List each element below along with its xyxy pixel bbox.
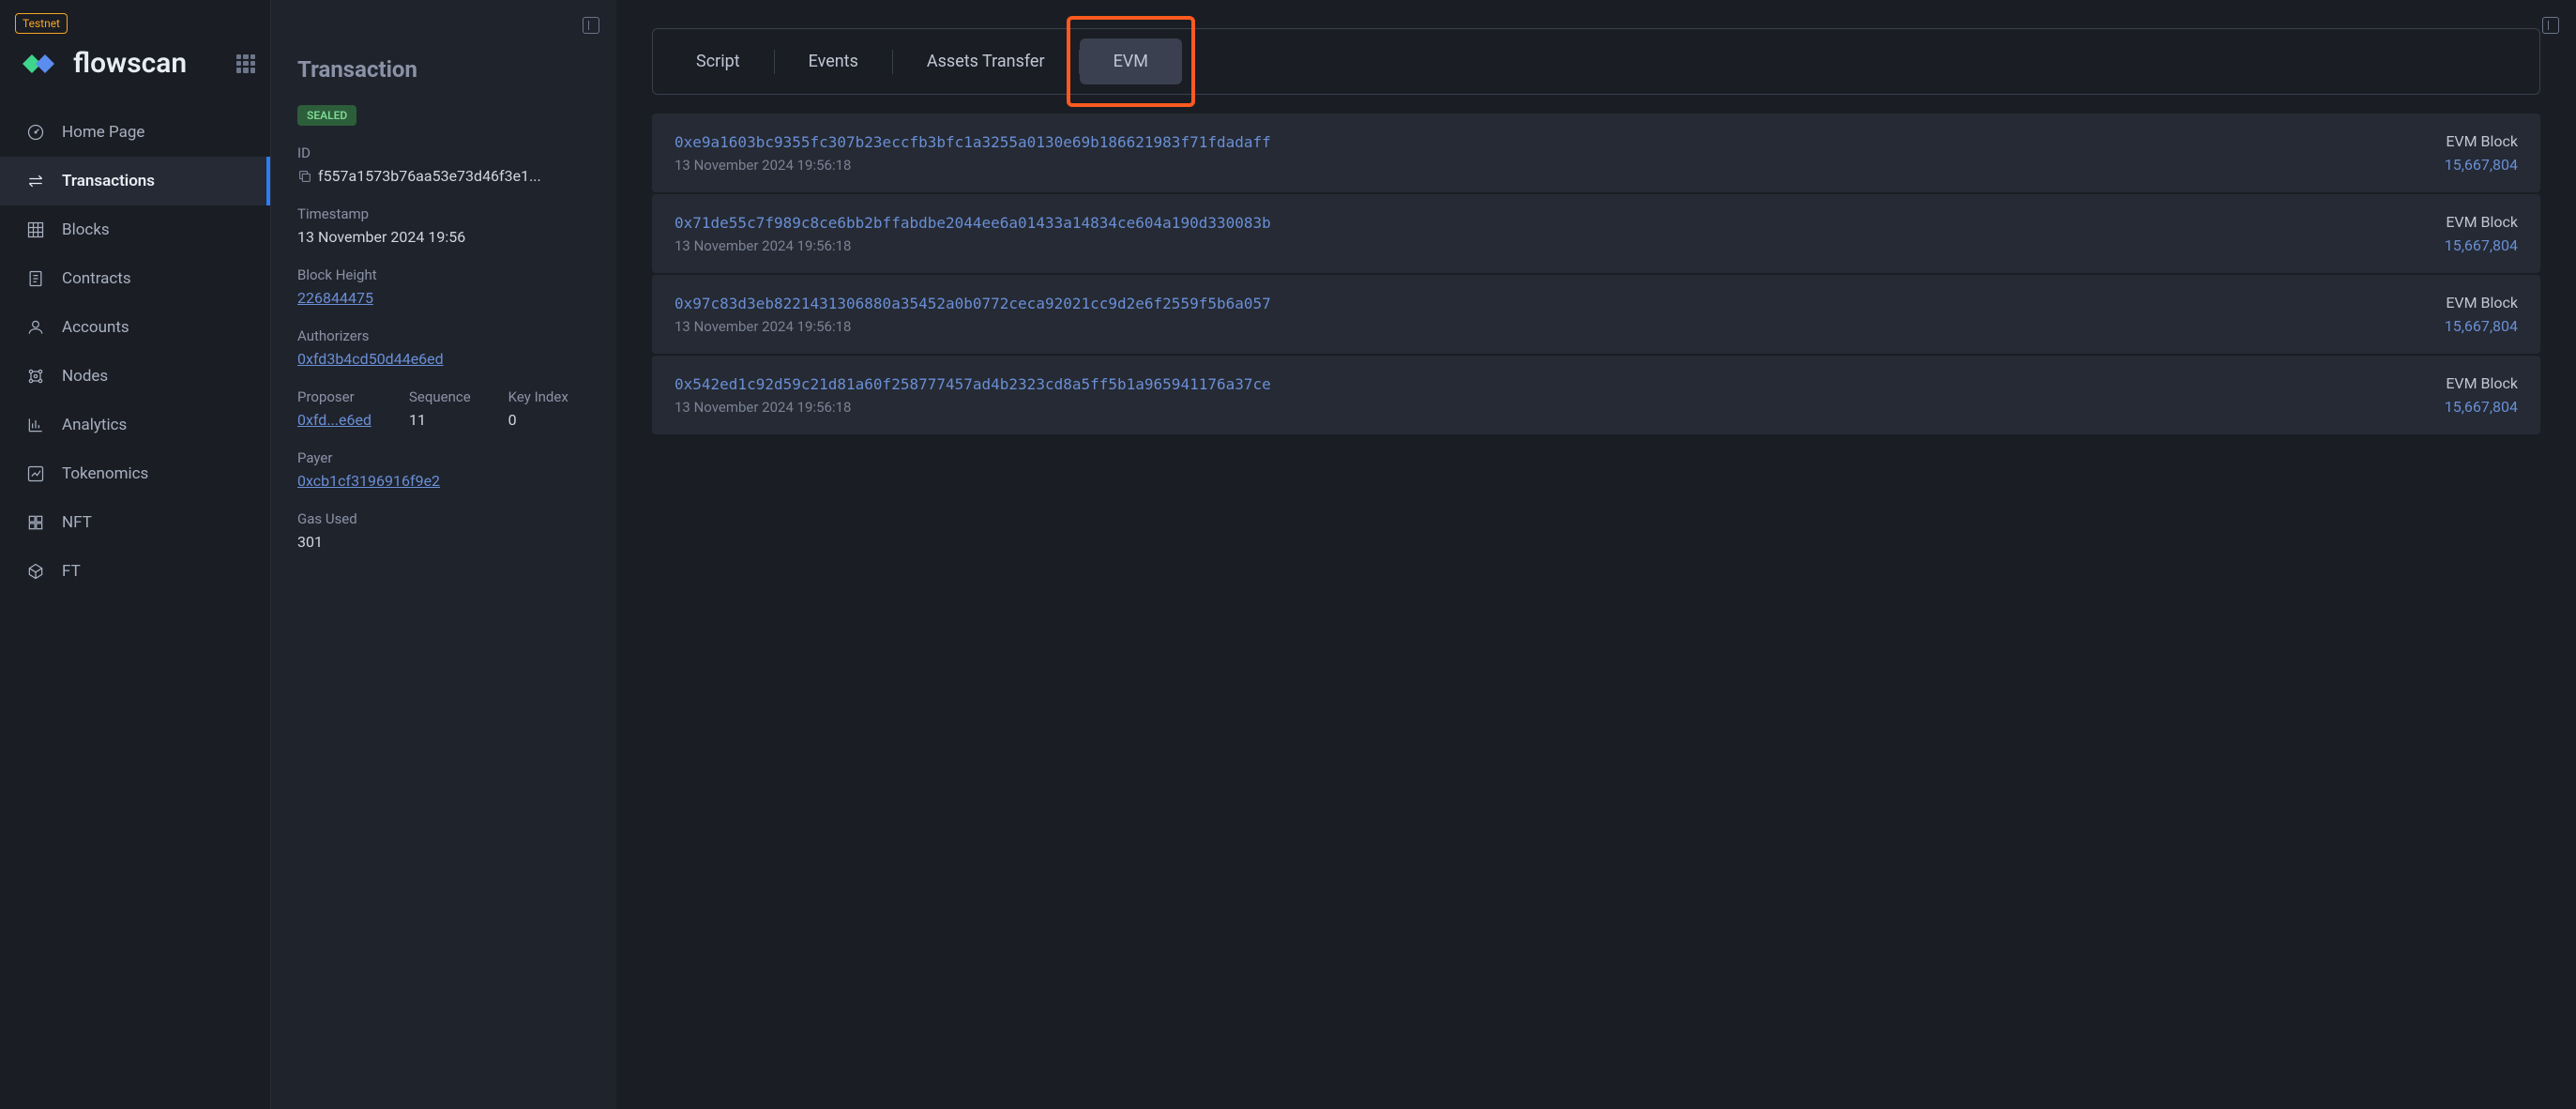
sidebar-item-blocks[interactable]: Blocks	[0, 205, 270, 254]
tx-time: 13 November 2024 19:56:18	[674, 157, 1271, 174]
sidebar-item-label: Transactions	[62, 172, 155, 190]
tab-script[interactable]: Script	[662, 38, 774, 84]
tx-block-link[interactable]: 15,667,804	[2445, 398, 2518, 416]
sidebar-item-nft[interactable]: NFT	[0, 498, 270, 547]
tx-list: 0xe9a1603bc9355fc307b23eccfb3bfc1a3255a0…	[652, 114, 2540, 434]
sidebar-item-nodes[interactable]: Nodes	[0, 352, 270, 401]
sidebar-item-contracts[interactable]: Contracts	[0, 254, 270, 303]
key-index-label: Key Index	[508, 388, 568, 405]
main-content: Script Events Assets Transfer EVM 0xe9a1…	[616, 0, 2576, 1109]
sidebar-item-analytics[interactable]: Analytics	[0, 401, 270, 449]
nodes-icon	[26, 367, 45, 386]
key-index-value: 0	[508, 411, 568, 429]
block-height-label: Block Height	[297, 266, 590, 283]
sidebar-item-label: Accounts	[62, 318, 129, 337]
sequence-value: 11	[409, 411, 471, 429]
field-timestamp: Timestamp 13 November 2024 19:56	[297, 205, 590, 246]
id-label: ID	[297, 144, 590, 161]
field-id: ID f557a1573b76aa53e73d46f3e1...	[297, 144, 590, 185]
sidebar-item-accounts[interactable]: Accounts	[0, 303, 270, 352]
payer-link[interactable]: 0xcb1cf3196916f9e2	[297, 472, 440, 490]
tx-row[interactable]: 0x71de55c7f989c8ce6bb2bffabdbe2044ee6a01…	[652, 194, 2540, 273]
sequence-label: Sequence	[409, 388, 471, 405]
panel-title: Transaction	[297, 56, 590, 83]
tx-block-label: EVM Block	[2446, 294, 2518, 311]
tx-hash-link[interactable]: 0x542ed1c92d59c21d81a60f258777457ad4b232…	[674, 375, 1271, 393]
network-badge: Testnet	[15, 13, 68, 34]
tab-evm[interactable]: EVM	[1080, 38, 1182, 84]
status-badge: SEALED	[297, 105, 356, 126]
tx-block-label: EVM Block	[2446, 132, 2518, 150]
gas-used-value: 301	[297, 533, 590, 551]
tx-time: 13 November 2024 19:56:18	[674, 237, 1271, 254]
tabs-container: Script Events Assets Transfer EVM	[652, 28, 2540, 95]
tx-block-label: EVM Block	[2446, 213, 2518, 231]
logo-icon	[15, 50, 62, 78]
field-authorizers: Authorizers 0xfd3b4cd50d44e6ed	[297, 327, 590, 368]
field-gas-used: Gas Used 301	[297, 510, 590, 551]
collapse-sidebar-icon[interactable]	[2542, 17, 2559, 34]
user-icon	[26, 318, 45, 337]
nav-list: Home Page Transactions Blocks Contracts …	[0, 108, 270, 596]
tx-block-link[interactable]: 15,667,804	[2445, 156, 2518, 174]
authorizers-link[interactable]: 0xfd3b4cd50d44e6ed	[297, 350, 444, 368]
tab-events[interactable]: Events	[775, 38, 892, 84]
tx-row[interactable]: 0x542ed1c92d59c21d81a60f258777457ad4b232…	[652, 356, 2540, 434]
authorizers-label: Authorizers	[297, 327, 590, 344]
proposer-link[interactable]: 0xfd...e6ed	[297, 411, 371, 429]
brand-logo[interactable]: flowscan	[15, 47, 187, 80]
id-value: f557a1573b76aa53e73d46f3e1...	[318, 167, 541, 185]
tx-hash-link[interactable]: 0x97c83d3eb8221431306880a35452a0b0772cec…	[674, 295, 1271, 312]
chart-icon	[26, 416, 45, 434]
sidebar: Testnet flowscan Home Page Transactions …	[0, 0, 271, 1109]
sidebar-item-tokenomics[interactable]: Tokenomics	[0, 449, 270, 498]
gas-used-label: Gas Used	[297, 510, 590, 527]
sidebar-item-label: Contracts	[62, 269, 131, 288]
sidebar-item-label: FT	[62, 562, 81, 581]
grid4-icon	[26, 513, 45, 532]
gauge-icon	[26, 123, 45, 142]
grid-icon	[26, 220, 45, 239]
sidebar-item-label: Nodes	[62, 367, 108, 386]
tx-time: 13 November 2024 19:56:18	[674, 399, 1271, 416]
sidebar-item-label: NFT	[62, 513, 92, 532]
block-height-link[interactable]: 226844475	[297, 289, 373, 307]
tx-block-label: EVM Block	[2446, 374, 2518, 392]
trend-icon	[26, 464, 45, 483]
sidebar-item-label: Tokenomics	[62, 464, 148, 483]
tx-row[interactable]: 0xe9a1603bc9355fc307b23eccfb3bfc1a3255a0…	[652, 114, 2540, 192]
sidebar-item-label: Analytics	[62, 416, 127, 434]
field-row-proposer: Proposer 0xfd...e6ed Sequence 11 Key Ind…	[297, 388, 590, 429]
sidebar-item-label: Home Page	[62, 123, 144, 142]
tx-time: 13 November 2024 19:56:18	[674, 318, 1271, 335]
cube-icon	[26, 562, 45, 581]
payer-label: Payer	[297, 449, 590, 466]
sidebar-item-ft[interactable]: FT	[0, 547, 270, 596]
collapse-panel-icon[interactable]	[583, 17, 599, 34]
timestamp-value: 13 November 2024 19:56	[297, 228, 590, 246]
copy-icon[interactable]	[297, 169, 312, 184]
sidebar-item-home[interactable]: Home Page	[0, 108, 270, 157]
tx-hash-link[interactable]: 0x71de55c7f989c8ce6bb2bffabdbe2044ee6a01…	[674, 214, 1271, 232]
proposer-label: Proposer	[297, 388, 371, 405]
tab-assets-transfer[interactable]: Assets Transfer	[893, 38, 1079, 84]
sidebar-item-label: Blocks	[62, 220, 110, 239]
apps-icon[interactable]	[236, 54, 255, 73]
tx-block-link[interactable]: 15,667,804	[2445, 317, 2518, 335]
tx-row[interactable]: 0x97c83d3eb8221431306880a35452a0b0772cec…	[652, 275, 2540, 354]
field-payer: Payer 0xcb1cf3196916f9e2	[297, 449, 590, 490]
tx-block-link[interactable]: 15,667,804	[2445, 236, 2518, 254]
brand-name: flowscan	[73, 47, 187, 80]
sidebar-item-transactions[interactable]: Transactions	[0, 157, 270, 205]
document-icon	[26, 269, 45, 288]
field-block-height: Block Height 226844475	[297, 266, 590, 307]
arrows-icon	[26, 172, 45, 190]
timestamp-label: Timestamp	[297, 205, 590, 222]
transaction-detail-panel: Transaction SEALED ID f557a1573b76aa53e7…	[271, 0, 616, 1109]
tx-hash-link[interactable]: 0xe9a1603bc9355fc307b23eccfb3bfc1a3255a0…	[674, 133, 1271, 151]
